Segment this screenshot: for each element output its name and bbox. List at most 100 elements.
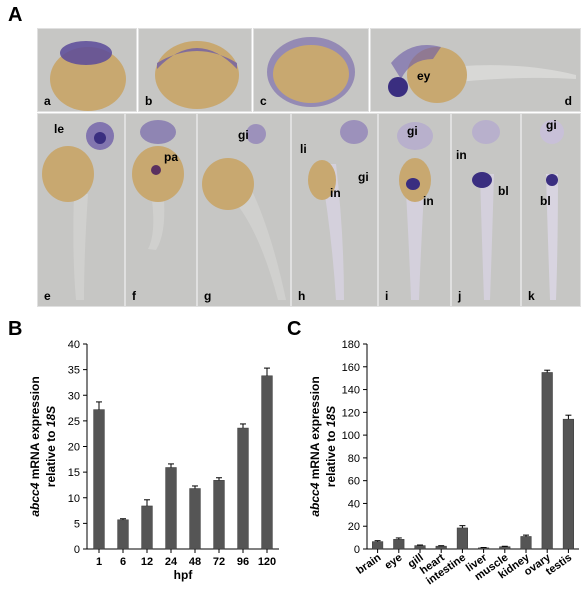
chart-b-bar-1 [93, 409, 105, 550]
chart-b-y-label-text2: relative to [44, 427, 58, 487]
annotation-gi-g: gi [238, 128, 249, 142]
chart-b-bar-120 [261, 375, 273, 550]
chart-c-x-tick-label: eye [383, 552, 405, 572]
chart-c-bar-testis [562, 418, 574, 550]
chart-c-y-tick-label: 120 [342, 407, 360, 419]
micrograph-label-e: e [44, 289, 51, 303]
chart-b-bar-48 [189, 488, 201, 550]
chart-b-bar-72 [213, 480, 225, 550]
chart-b-x-tick-label: 120 [258, 556, 276, 568]
chart-c-bar-heart [435, 545, 447, 550]
chart-b-y-tick-label: 40 [68, 339, 80, 351]
chart-b-bar-6 [117, 519, 129, 550]
chart-b-y-tick-label: 25 [68, 416, 80, 428]
chart-b-y-tick-label: 30 [68, 390, 80, 402]
embryo-image-b [155, 41, 239, 109]
chart-c-y-tick-label: 0 [354, 544, 360, 556]
chart-c-y-tick-label: 40 [348, 498, 360, 510]
micrograph-b: b [138, 28, 252, 112]
embryo-image-i [397, 122, 433, 300]
chart-b-y-label-gene: abcc4 [28, 482, 42, 516]
micrograph-label-k: k [528, 289, 535, 303]
chart-b-x-tick-label: 24 [165, 556, 178, 568]
chart-c-y-tick-label: 160 [342, 362, 360, 374]
annotation-in-i: in [423, 194, 434, 208]
micrograph-label-b: b [145, 94, 153, 108]
chart-b-y-tick-label: 5 [74, 518, 80, 530]
micrograph-label-j: j [458, 289, 462, 303]
chart-b-bar-96 [237, 427, 249, 550]
chart-b-x-tick-label: 96 [237, 556, 249, 568]
chart-b-y-label-line1: abcc4 mRNA expression [28, 376, 42, 516]
embryo-image-c [267, 37, 355, 107]
micrograph-label-f: f [132, 289, 136, 303]
embryo-image-j [472, 120, 500, 300]
chart-c-y-label-text1: mRNA expression [308, 376, 322, 482]
chart-b-bar-12 [141, 505, 153, 550]
chart-c-y-tick-label: 80 [348, 453, 360, 465]
chart-c-y-label-line2: relative to 18S [324, 406, 338, 487]
chart-c-y-tick-label: 180 [342, 339, 360, 351]
embryo-image-h [308, 120, 368, 300]
chart-b-y-label-line2: relative to 18S [44, 406, 58, 487]
micrograph-f: pa f [125, 113, 197, 307]
chart-b-x-tick-label: 1 [96, 556, 102, 568]
chart-b-y-tick-label: 15 [68, 467, 80, 479]
chart-b-container: 0 5 10 15 20 25 30 35 40 abcc4 mRNA expression rel… [0, 330, 284, 600]
chart-b-x-tick-label: 12 [141, 556, 153, 568]
chart-c-bar-gill [414, 545, 426, 550]
micrograph-k: gi bl k [521, 113, 581, 307]
annotation-in-h: in [330, 186, 341, 200]
embryo-image-k [540, 120, 564, 300]
chart-b-y-tick-label: 35 [68, 365, 80, 377]
micrograph-j: in bl j [451, 113, 521, 307]
chart-c-y-label-line1: abcc4 mRNA expression [308, 376, 322, 516]
embryo-image-f [132, 120, 184, 250]
micrograph-label-h: h [298, 289, 306, 303]
micrograph-label-i: i [385, 289, 389, 303]
micrograph-label-g: g [204, 289, 212, 303]
chart-c-y-tick-label: 100 [342, 430, 360, 442]
chart-c-bar-intestine [456, 527, 468, 550]
chart-b-y-tick-label: 0 [74, 544, 80, 556]
chart-c-container: 0 20 40 60 80 100 120 140 160 180 abcc4 mRNA expre… [287, 330, 584, 600]
chart-c-y-tick-label: 140 [342, 385, 360, 397]
annotation-gi-k: gi [546, 118, 557, 132]
micrograph-h: li in gi h [291, 113, 378, 307]
chart-c: 0 20 40 60 80 100 120 140 160 180 abcc4 mRNA expre… [308, 339, 579, 587]
micrograph-label-a: a [44, 94, 51, 108]
chart-c-bar-ovary [541, 372, 553, 550]
chart-c-y-label-text2: relative to [324, 427, 338, 487]
micrograph-e: le e [37, 113, 125, 307]
chart-b-x-label: hpf [174, 568, 194, 582]
chart-c-bar-brain [372, 541, 384, 550]
chart-c-bar-liver [478, 547, 490, 550]
chart-b-x-tick-label: 48 [189, 556, 201, 568]
micrograph-c: c [253, 28, 369, 112]
chart-b-x-tick-label: 6 [120, 556, 126, 568]
chart-c-y-tick-label: 20 [348, 521, 360, 533]
panel-label-a: A [8, 4, 23, 26]
annotation-pa: pa [164, 150, 179, 164]
annotation-li: li [300, 142, 307, 156]
micrograph-g: gi g [197, 113, 291, 307]
annotation-gi-h: gi [358, 170, 369, 184]
chart-b-y-label-ref: 18S [44, 406, 58, 427]
chart-c-y-label-gene: abcc4 [308, 482, 322, 516]
chart-b-y-tick-label: 10 [68, 493, 80, 505]
chart-b: 0 5 10 15 20 25 30 35 40 abcc4 mRNA expression rel… [28, 339, 279, 582]
chart-b-y-tick-label: 20 [68, 442, 80, 454]
annotation-in-j: in [456, 148, 467, 162]
embryo-image-d [388, 45, 576, 103]
chart-c-y-label: abcc4 mRNA expression relative to 18S [308, 376, 338, 516]
panel-label-b: B [8, 318, 23, 340]
annotation-bl-j: bl [498, 184, 509, 198]
panel-label-c: C [287, 318, 302, 340]
chart-c-bar-muscle [499, 546, 511, 550]
annotation-ey: ey [417, 69, 431, 83]
chart-b-x-tick-label: 72 [213, 556, 225, 568]
embryo-image-g [202, 124, 286, 300]
annotation-bl-k: bl [540, 194, 551, 208]
chart-c-bar-kidney [520, 536, 532, 550]
embryo-image-a [50, 41, 126, 111]
